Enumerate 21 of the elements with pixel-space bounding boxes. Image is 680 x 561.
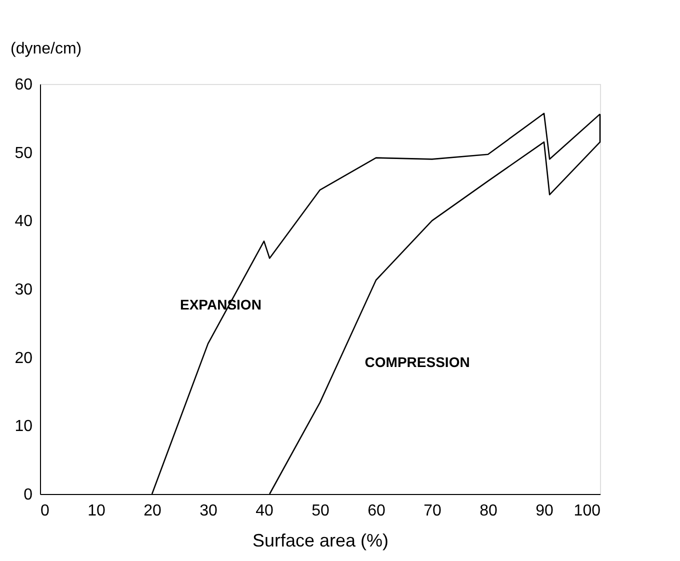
x-axis-title: Surface area (%) [252, 530, 389, 550]
x-tick-label: 80 [480, 502, 498, 520]
x-tick-label: 10 [88, 502, 106, 520]
x-tick-label: 60 [368, 502, 386, 520]
y-axis-title: (dyne/cm) [10, 40, 82, 58]
y-tick-label: 40 [14, 213, 33, 230]
y-tick-label: 30 [14, 282, 33, 298]
x-tick-label: 0 [40, 502, 50, 520]
y-tick-label: 60 [14, 76, 33, 94]
y-tick-label: 0 [24, 486, 33, 504]
x-tick-label: 40 [256, 502, 274, 520]
y-tick-label: 50 [14, 144, 33, 162]
x-tick-label: 100 [574, 502, 601, 520]
x-tick-label: 20 [144, 502, 162, 520]
x-tick-label: 50 [312, 502, 330, 520]
y-tick-label: 10 [14, 418, 33, 436]
y-tick-label: 20 [14, 350, 33, 367]
x-tick-label: 30 [200, 502, 218, 520]
x-tick-label: 90 [536, 502, 554, 520]
x-tick-label: 70 [424, 502, 442, 520]
annotation: COMPRESSION [364, 354, 470, 370]
